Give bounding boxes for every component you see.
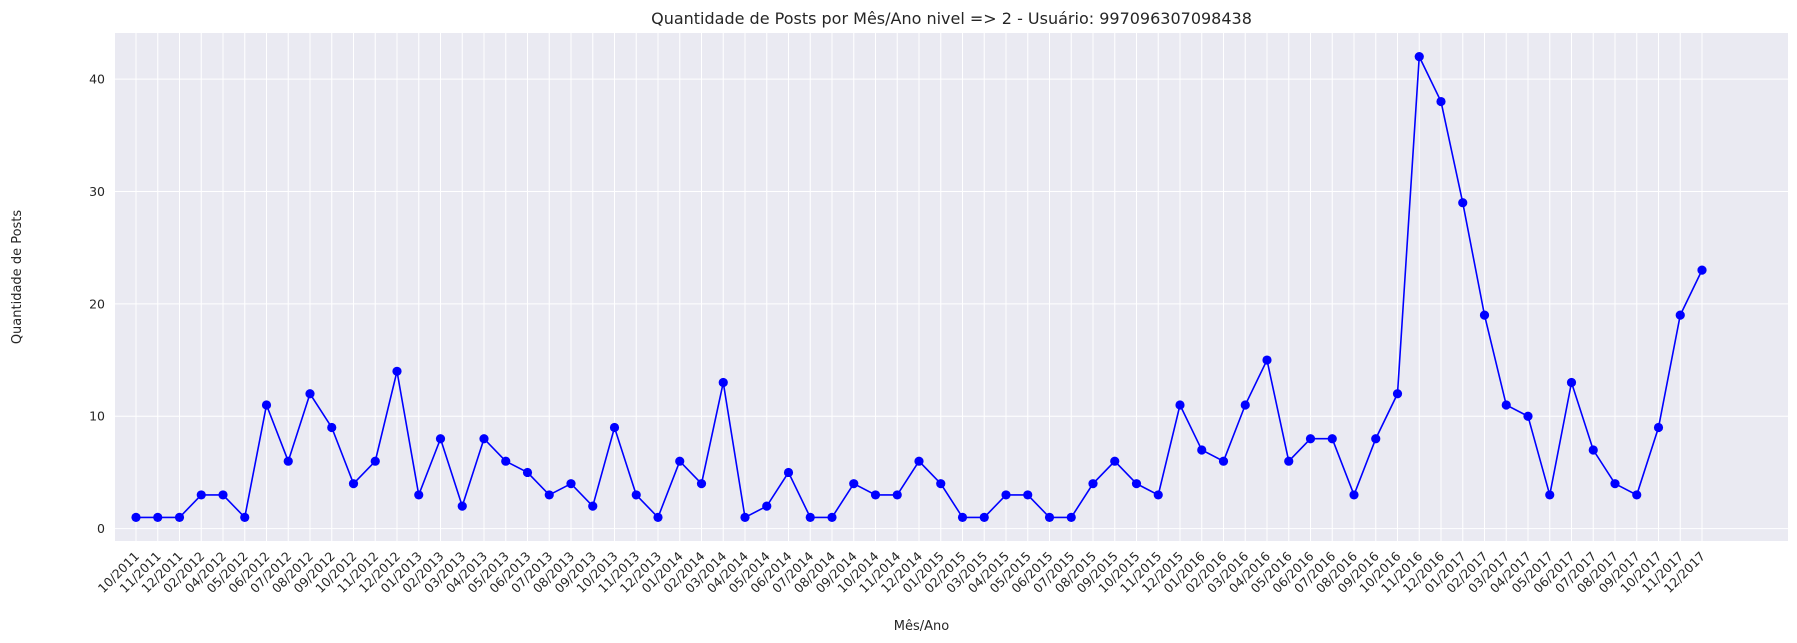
data-point [783,467,794,478]
data-point [544,490,554,500]
y-tick-label: 30 [89,184,105,199]
data-point [1545,490,1555,500]
data-point [653,512,663,522]
data-point [827,512,837,522]
plot-area [115,33,1788,541]
data-point [1218,456,1229,466]
data-point [849,479,859,489]
data-point [153,512,163,522]
y-tick-label: 10 [89,409,105,424]
data-point [566,479,576,489]
data-point [1675,310,1685,320]
data-point [1501,400,1511,410]
data-point [261,400,272,410]
data-point [1240,400,1250,410]
data-point [1653,422,1664,433]
data-point [1458,198,1468,208]
data-point [914,456,924,466]
data-point [588,501,598,511]
data-point [457,501,467,511]
data-point [1392,389,1403,399]
y-axis-title: Quantidade de Posts [10,210,25,345]
data-point [805,512,815,522]
data-point [718,377,728,388]
data-point [1327,434,1337,444]
data-point [1610,479,1620,489]
data-point [1197,445,1207,455]
data-point [392,366,402,376]
data-point [892,490,902,500]
data-point [1175,400,1185,410]
data-point [957,512,968,522]
data-point [218,490,228,500]
y-tick-label: 40 [89,72,105,87]
data-point [1566,377,1577,388]
data-point [522,467,533,478]
data-point [414,490,424,500]
data-point [1284,456,1294,466]
data-point [1349,490,1359,500]
data-point [1436,96,1446,107]
data-point [501,456,511,466]
data-point [327,422,337,433]
data-point [283,456,293,466]
data-point [196,490,206,500]
y-tick-labels: 0 10 20 30 40 [89,72,105,537]
data-point [1479,310,1490,320]
data-point [979,512,989,522]
data-point [1414,52,1424,62]
data-point [1262,355,1272,365]
grid [115,33,1788,541]
data-point [131,512,141,522]
data-point [1023,490,1033,500]
data-point [435,434,446,444]
data-point [1088,479,1098,489]
series-markers [131,52,1707,522]
y-tick-label: 0 [97,521,105,536]
data-point [1110,456,1120,466]
data-point [240,512,250,522]
data-point [1697,265,1707,275]
data-point [479,434,489,444]
data-point [1523,411,1533,421]
x-tick-labels: 10/201111/201112/201102/201204/201205/20… [95,548,1708,595]
data-point [870,490,881,500]
data-point [1153,490,1163,500]
data-point [1588,445,1598,455]
data-point [609,422,620,433]
data-point [348,479,359,489]
data-point [1632,490,1642,500]
data-point [370,456,380,466]
chart-title: Quantidade de Posts por Mês/Ano nivel =>… [651,9,1252,28]
data-point [936,479,946,489]
data-point [1044,512,1055,522]
data-point [762,501,772,511]
data-point [696,479,707,489]
data-point [1066,512,1076,522]
x-axis-title: Mês/Ano [894,619,949,634]
data-point [305,389,315,399]
y-tick-label: 20 [89,296,105,311]
data-point [631,490,641,500]
data-point [1001,490,1011,500]
data-point [1371,434,1381,444]
data-point [1305,434,1316,444]
data-point [174,512,185,522]
data-point [675,456,685,466]
data-point [740,512,750,522]
data-point [1131,479,1142,489]
